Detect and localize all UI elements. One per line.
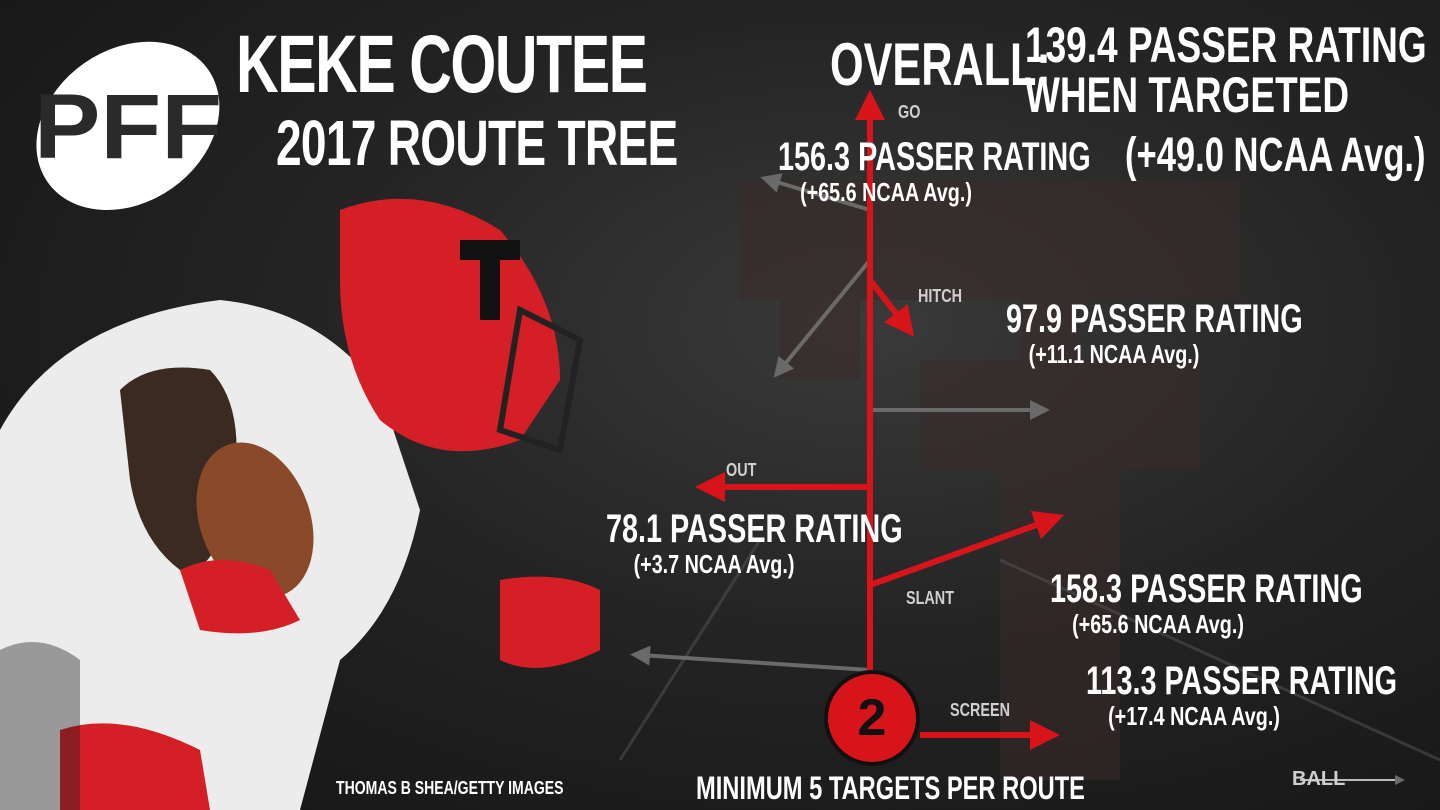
overall-label: OVERALL: (830, 31, 1051, 98)
stat-hitch-rating: 97.9 PASSER RATING (1006, 297, 1303, 341)
ghost-routes (630, 173, 1050, 672)
stat-screen: 113.3 PASSER RATING (+17.4 NCAA Avg.) (1044, 659, 1398, 731)
ball-label: BALL (1292, 768, 1346, 790)
stat-out: 78.1 PASSER RATING (+3.7 NCAA Avg.) (564, 507, 903, 579)
minimum-targets-note: MINIMUM 5 TARGETS PER ROUTE (696, 770, 1085, 806)
stat-go-avg: (+65.6 NCAA Avg.) (800, 177, 972, 207)
route-label-go: GO (898, 102, 921, 122)
route-label-out: OUT (726, 460, 757, 480)
route-hitch (867, 278, 915, 337)
stat-go: 156.3 PASSER RATING (+65.6 NCAA Avg.) (736, 135, 1091, 207)
stat-screen-avg: (+17.4 NCAA Avg.) (1108, 701, 1280, 731)
overall-avg: (+49.0 NCAA Avg.) (1125, 129, 1426, 182)
red-routes (695, 90, 1065, 750)
stat-slant-avg: (+65.6 NCAA Avg.) (1072, 609, 1244, 639)
player-number-badge: 2 (824, 670, 920, 766)
overall-value-line1: 139.4 PASSER RATING (1025, 17, 1427, 73)
overall-value: 139.4 PASSER RATING WHEN TARGETED (1025, 20, 1427, 120)
ghost-route-corner (773, 258, 872, 378)
stat-screen-rating: 113.3 PASSER RATING (1086, 659, 1398, 703)
pff-logo: PFF (34, 41, 222, 211)
photo-credit: THOMAS B SHEA/GETTY IMAGES (336, 778, 564, 798)
pff-logo-text: PFF (34, 76, 222, 178)
route-label-slant: SLANT (906, 588, 954, 608)
stat-go-rating: 156.3 PASSER RATING (778, 135, 1091, 179)
player-name: KEKE COUTEE (236, 19, 648, 110)
player-photo (0, 198, 600, 810)
route-label-screen: SCREEN (950, 700, 1011, 720)
stat-out-avg: (+3.7 NCAA Avg.) (633, 549, 795, 579)
ghost-route-flat (630, 645, 871, 672)
stat-slant-rating: 158.3 PASSER RATING (1050, 567, 1363, 611)
route-label-hitch: HITCH (918, 286, 962, 306)
ghost-route-post (760, 173, 871, 212)
stat-slant: 158.3 PASSER RATING (+65.6 NCAA Avg.) (1008, 567, 1363, 639)
stat-hitch: 97.9 PASSER RATING (+11.1 NCAA Avg.) (964, 297, 1303, 369)
stat-out-rating: 78.1 PASSER RATING (606, 507, 903, 551)
route-slant (868, 510, 1065, 588)
chart-subtitle: 2017 ROUTE TREE (276, 107, 678, 179)
stat-hitch-avg: (+11.1 NCAA Avg.) (1028, 339, 1200, 369)
overall-value-line2: WHEN TARGETED (1025, 67, 1350, 123)
